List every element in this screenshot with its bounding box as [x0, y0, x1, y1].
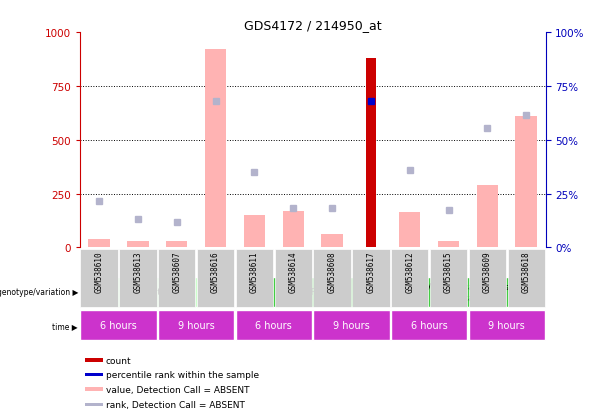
Text: PR2VR (cleavage resistant
mutant): PR2VR (cleavage resistant mutant) — [408, 282, 528, 302]
Bar — [128, 241, 148, 248]
Bar — [85, 358, 102, 362]
Text: 9 hours: 9 hours — [178, 320, 215, 330]
Text: 6 hours: 6 hours — [100, 320, 137, 330]
Text: time ▶: time ▶ — [53, 321, 78, 330]
Text: GSM538609: GSM538609 — [483, 251, 492, 292]
Bar — [391, 278, 545, 307]
Bar — [430, 249, 467, 308]
Bar — [313, 249, 351, 308]
Bar — [469, 249, 506, 308]
Bar — [158, 249, 196, 308]
Bar — [120, 249, 156, 308]
Text: genotype/variation ▶: genotype/variation ▶ — [0, 288, 78, 297]
Bar — [438, 241, 459, 248]
Bar — [321, 235, 343, 248]
Bar — [236, 311, 312, 340]
Bar — [166, 241, 188, 248]
Bar — [205, 50, 226, 248]
Text: value, Detection Call = ABSENT: value, Detection Call = ABSENT — [105, 385, 249, 394]
Text: GSM538614: GSM538614 — [289, 251, 298, 292]
Bar — [275, 249, 312, 308]
Bar — [283, 211, 304, 248]
Text: 9 hours: 9 hours — [489, 320, 525, 330]
Bar — [469, 311, 545, 340]
Bar — [244, 216, 265, 248]
Bar — [85, 373, 102, 377]
Bar — [236, 249, 273, 308]
Bar — [85, 387, 102, 391]
Bar — [80, 249, 118, 308]
Text: control: control — [142, 288, 173, 297]
Text: 6 hours: 6 hours — [411, 320, 447, 330]
Bar — [352, 249, 389, 308]
Text: 6 hours: 6 hours — [256, 320, 292, 330]
Text: percentile rank within the sample: percentile rank within the sample — [105, 370, 259, 379]
Text: rank, Detection Call = ABSENT: rank, Detection Call = ABSENT — [105, 400, 245, 409]
Text: (PML-RAR)α: (PML-RAR)α — [286, 288, 339, 297]
Text: GSM538615: GSM538615 — [444, 251, 453, 292]
Bar — [399, 212, 421, 248]
Text: 9 hours: 9 hours — [333, 320, 370, 330]
Bar — [80, 311, 156, 340]
Bar — [197, 249, 234, 308]
Text: GSM538616: GSM538616 — [211, 251, 220, 292]
Bar — [88, 239, 110, 248]
Bar — [158, 311, 234, 340]
Bar — [365, 59, 376, 248]
Text: GSM538610: GSM538610 — [94, 251, 104, 292]
Bar — [516, 117, 537, 248]
Bar — [80, 278, 234, 307]
Bar — [391, 311, 467, 340]
Text: GSM538618: GSM538618 — [522, 251, 531, 292]
Text: GSM538617: GSM538617 — [367, 251, 375, 292]
Text: GSM538611: GSM538611 — [250, 251, 259, 292]
Bar — [85, 403, 102, 406]
Bar — [391, 249, 428, 308]
Title: GDS4172 / 214950_at: GDS4172 / 214950_at — [244, 19, 381, 32]
Bar — [477, 185, 498, 248]
Text: GSM538612: GSM538612 — [405, 251, 414, 292]
Text: GSM538608: GSM538608 — [327, 251, 337, 292]
Bar — [313, 311, 389, 340]
Bar — [508, 249, 545, 308]
Text: GSM538607: GSM538607 — [172, 251, 181, 292]
Bar — [236, 278, 389, 307]
Text: GSM538613: GSM538613 — [134, 251, 142, 292]
Text: count: count — [105, 356, 131, 365]
